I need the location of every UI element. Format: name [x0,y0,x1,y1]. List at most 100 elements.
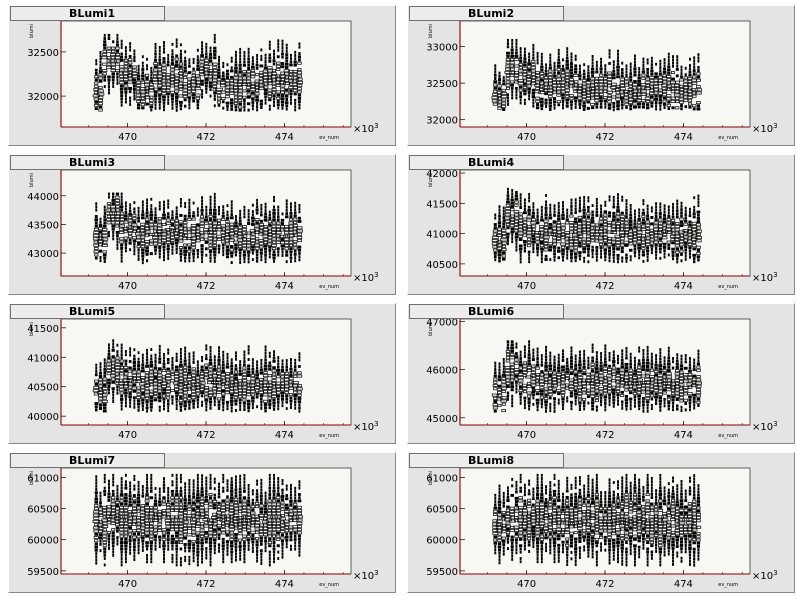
data-box [200,208,204,212]
data-box [260,210,263,214]
data-box [510,54,515,58]
data-box [247,67,251,70]
data-box [271,369,277,373]
chart-title[interactable]: BLumi2 [409,6,564,21]
data-box [598,92,604,96]
chart-title[interactable]: BLumi3 [10,155,165,170]
data-box [205,49,208,53]
data-box [109,218,117,222]
data-box [542,88,550,92]
data-box [247,254,250,257]
data-box [654,211,658,215]
data-box [120,195,123,199]
data-box [548,98,553,102]
data-box [144,233,150,237]
data-box [190,386,198,390]
data-box [146,67,149,71]
data-box [616,367,620,371]
data-box [280,65,285,69]
data-box [687,239,693,243]
data-box [239,257,242,261]
chart-title[interactable]: BLumi4 [409,155,564,170]
data-box [137,219,140,223]
data-box [653,227,660,231]
data-box [545,104,548,108]
data-box [519,254,522,257]
data-box [502,222,506,226]
data-box [124,46,127,50]
data-box [213,199,216,203]
data-box [666,94,672,98]
data-box [676,257,679,261]
data-box [678,386,685,390]
data-box [141,360,144,363]
data-box [695,391,702,395]
data-box [612,356,615,360]
data-box [264,98,267,102]
data-box [650,403,653,407]
data-box [167,205,170,209]
data-box [132,367,137,371]
data-box [127,67,133,71]
data-box [581,243,587,247]
data-box [187,71,191,75]
data-box [540,56,543,59]
data-box [120,356,123,360]
data-box [548,226,553,230]
data-box [535,106,540,110]
chart-title[interactable]: BLumi6 [409,304,564,319]
data-box [131,223,138,227]
plot-frame [459,169,751,277]
data-box [603,73,607,77]
data-box [570,352,573,356]
data-box [132,239,137,243]
data-box [157,376,163,380]
data-box [268,210,271,214]
data-box [293,92,297,96]
data-box [642,60,645,64]
data-box [218,205,220,209]
data-box [633,60,636,64]
data-box [532,101,535,105]
data-box [167,351,170,355]
data-box [163,404,165,408]
data-box [565,98,570,102]
chart-title[interactable]: BLumi1 [10,6,165,21]
data-box [696,394,701,398]
data-box [191,246,196,250]
data-box [107,37,111,41]
data-box [607,380,612,384]
data-box [243,208,246,212]
data-box [633,212,636,216]
data-box [633,395,637,399]
data-box [105,211,113,215]
data-box [260,403,263,407]
data-box [650,244,654,248]
data-box [285,46,288,50]
data-box [523,54,526,57]
data-box [229,245,234,249]
chart-title[interactable]: BLumi5 [10,304,165,319]
data-box [493,374,497,378]
data-box [502,216,505,220]
data-box [187,243,192,247]
data-box [217,75,221,78]
data-box [209,88,212,92]
data-box [514,197,519,201]
data-box [493,80,498,84]
data-box [153,395,158,399]
data-box [135,238,142,242]
data-box [157,373,163,377]
data-box [549,258,552,262]
data-box [171,398,174,402]
data-box [264,409,267,413]
data-box [264,60,267,64]
data-box [171,58,174,62]
data-box [561,352,565,356]
data-box [523,345,526,349]
data-box [145,220,149,224]
data-box [661,236,668,240]
data-box [166,393,171,397]
data-box [196,252,199,256]
data-box [120,94,124,98]
